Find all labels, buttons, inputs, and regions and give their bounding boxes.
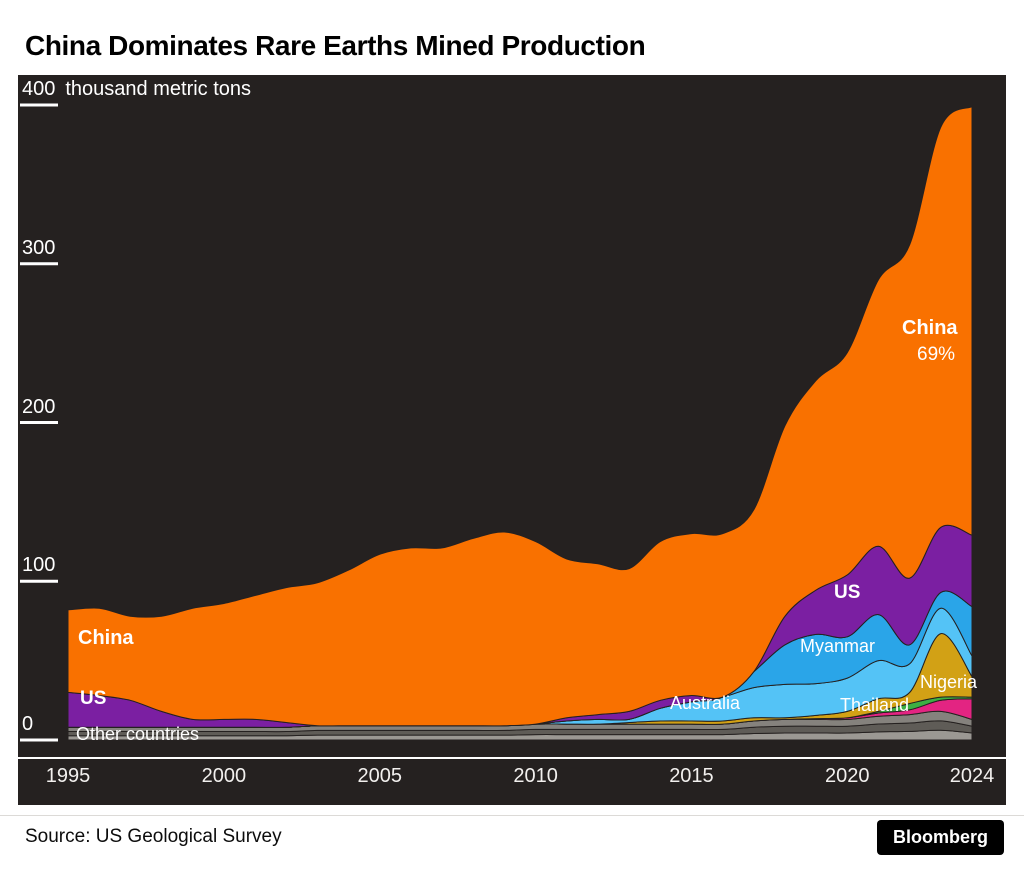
series-label-australia: Australia bbox=[670, 693, 741, 713]
series-label-myanmar: Myanmar bbox=[800, 636, 876, 656]
x-tick-label-2005: 2005 bbox=[357, 765, 402, 787]
chart-footer: Source: US Geological Survey Bloomberg bbox=[0, 805, 1024, 871]
series-label-thailand: Thailand bbox=[840, 695, 910, 715]
chart-panel: 0 100 200 300 400 thousand metric tons 1995 200… bbox=[18, 75, 1006, 805]
chart-svg bbox=[18, 103, 1006, 759]
y-tick-label-0: 0 bbox=[22, 713, 34, 735]
series-label-china-right: China bbox=[902, 317, 958, 339]
x-tick-label-1995: 1995 bbox=[45, 765, 91, 787]
y-tick-label-300: 300 bbox=[22, 236, 56, 259]
x-tick-label-2010: 2010 bbox=[513, 765, 558, 787]
series-label-china-left: China bbox=[78, 627, 134, 649]
y-tick-mark-400 bbox=[20, 103, 58, 107]
y-tick-label-100: 100 bbox=[22, 554, 56, 577]
x-tick-label-2024: 2024 bbox=[949, 765, 995, 787]
source-text: Source: US Geological Survey bbox=[25, 826, 282, 847]
y-tick-label-200: 200 bbox=[22, 395, 56, 418]
axis-unit-label: thousand metric tons bbox=[65, 78, 252, 100]
x-axis-line bbox=[18, 757, 1006, 759]
bloomberg-logo: Bloomberg bbox=[876, 820, 1004, 855]
series-label-nigeria: Nigeria bbox=[920, 672, 978, 692]
series-label-us-left: US bbox=[80, 688, 107, 709]
y-tick-mark-100 bbox=[20, 579, 58, 583]
series-label-us-right: US bbox=[834, 582, 861, 603]
x-tick-label-2015: 2015 bbox=[669, 765, 714, 787]
series-label-other-countries: Other countries bbox=[76, 724, 200, 744]
y-tick-label-400: 400 thousand metric tons bbox=[22, 78, 252, 100]
chart-title: China Dominates Rare Earths Mined Produc… bbox=[25, 30, 646, 61]
area-china bbox=[67, 105, 973, 727]
series-label-china-share: 69% bbox=[917, 344, 956, 365]
y-tick-mark-0 bbox=[20, 738, 58, 742]
y-tick-mark-200 bbox=[20, 421, 58, 424]
x-tick-label-2020: 2020 bbox=[825, 765, 870, 787]
footer-divider bbox=[0, 815, 1024, 816]
y-tick-mark-300 bbox=[20, 262, 58, 266]
x-tick-label-2000: 2000 bbox=[201, 765, 247, 787]
